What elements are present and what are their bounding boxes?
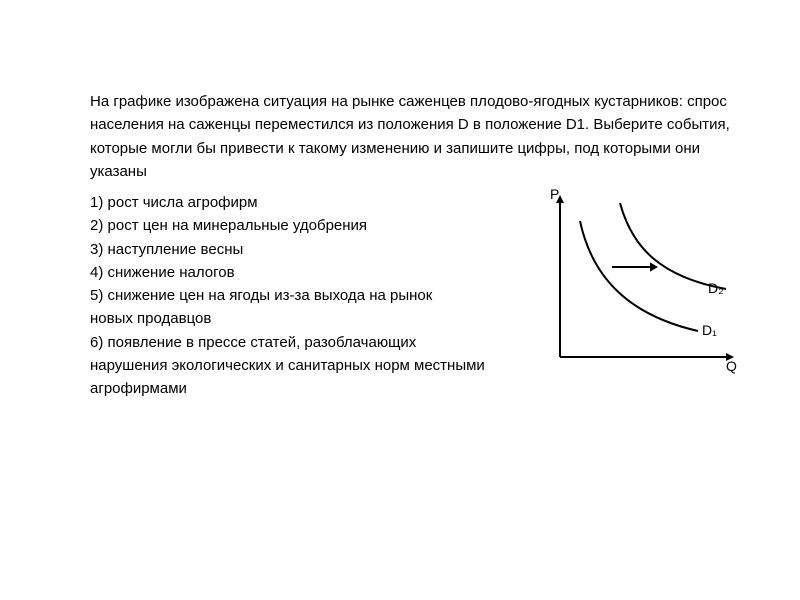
svg-text:P: P xyxy=(550,186,559,202)
options-area: PQD₁D₂ 1) рост числа агрофирм 2) рост це… xyxy=(90,191,740,400)
svg-text:Q: Q xyxy=(726,358,737,374)
svg-text:D₁: D₁ xyxy=(702,322,717,338)
svg-text:D₂: D₂ xyxy=(708,280,724,296)
demand-chart: P Q D₁ D₂ xyxy=(540,185,740,380)
intro-text: На графике изображена ситуация на рынке … xyxy=(90,90,740,183)
page: На графике изображена ситуация на рынке … xyxy=(0,0,800,600)
